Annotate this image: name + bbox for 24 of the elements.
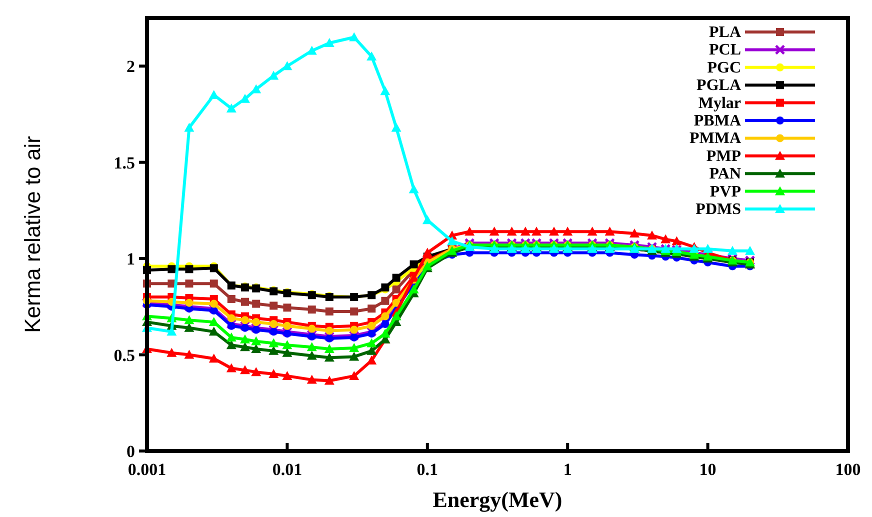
y-tick-label: 1 [126, 250, 135, 269]
y-tick-label: 1.5 [114, 153, 135, 172]
legend-label: PBMA [694, 112, 742, 130]
legend-label: PMP [706, 148, 742, 165]
legend-label: Mylar [698, 94, 741, 112]
legend-label: PAN [709, 166, 742, 183]
y-axis-title: Kerma relative to air [20, 136, 45, 333]
x-tick-label: 1 [563, 460, 572, 479]
x-axis-title: Energy(MeV) [432, 487, 562, 512]
y-tick-label: 2 [126, 57, 135, 76]
legend-label: PDMS [696, 201, 742, 218]
legend-label: PCL [709, 42, 741, 59]
x-tick-label: 0.001 [128, 460, 166, 479]
legend-label: PMMA [689, 130, 742, 148]
x-tick-label: 10 [699, 460, 716, 479]
x-tick-label: 0.1 [416, 460, 438, 479]
x-tick-label: 0.01 [272, 460, 302, 479]
y-tick-label: 0.5 [114, 346, 135, 365]
legend-label: PGLA [696, 77, 742, 94]
legend-label: PVP [710, 183, 742, 200]
legend-label: PLA [709, 24, 742, 41]
y-tick-label: 0 [126, 442, 135, 461]
x-tick-label: 100 [835, 460, 861, 479]
legend-label: PGC [707, 59, 741, 76]
